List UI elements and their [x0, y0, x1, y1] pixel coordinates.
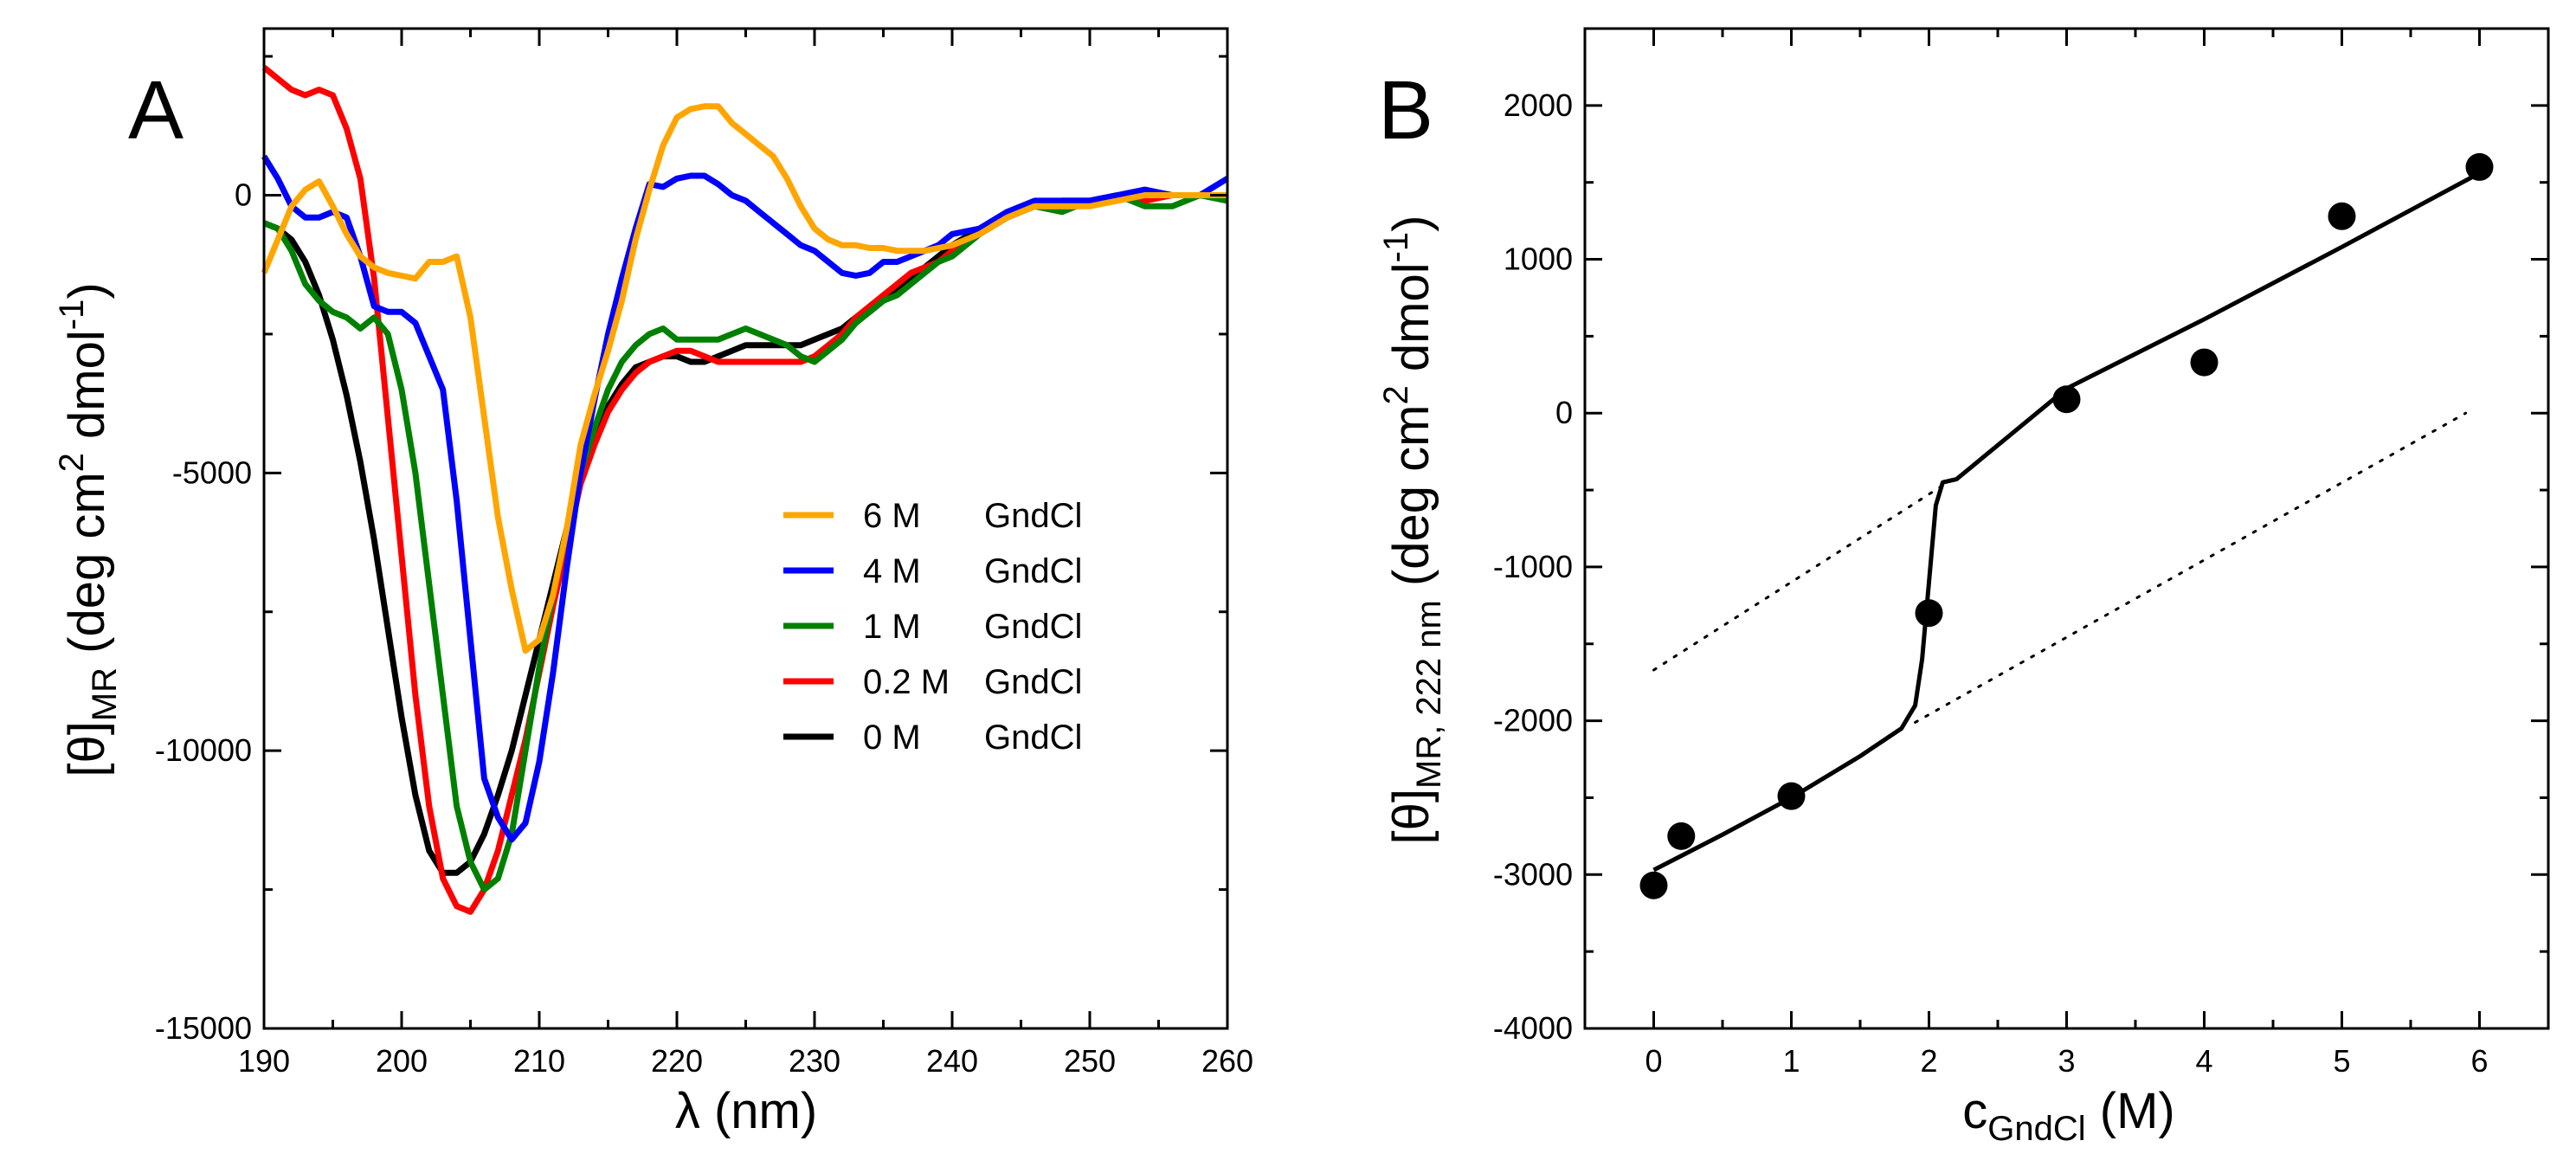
legend-concentration: 0 M — [863, 719, 921, 757]
data-point — [2328, 202, 2356, 230]
panel-a-y-tick-label: -15000 — [155, 1010, 252, 1046]
panel-b-y-label-units2: dmol — [1383, 262, 1439, 371]
data-point — [1777, 782, 1806, 810]
panel-b-y-tick-label: 2000 — [1504, 87, 1573, 123]
data-point — [2052, 385, 2081, 414]
series-line-0-2-Mgndcl — [261, 65, 1227, 915]
panel-a-ticks: 190 200 210 220 230 240 250 260 -15000 -10000 -500… — [155, 29, 1253, 1079]
panel-a-x-tick-label: 260 — [1201, 1043, 1253, 1079]
panel-b-x-tick-label: 1 — [1782, 1043, 1800, 1079]
panel-b-x-label-sub: GndCl — [1987, 1110, 2085, 1148]
panel-b-y-label-sup: 2 — [1377, 385, 1415, 404]
panel-b-x-tick-label: 3 — [2058, 1043, 2075, 1079]
panel-b-letter: B — [1378, 64, 1433, 157]
panel-b-y-label-sup2: -1 — [1377, 232, 1415, 263]
panel-b-x-tick-label: 5 — [2333, 1043, 2350, 1079]
panel-b-x-label-units: (M) — [2100, 1083, 2175, 1139]
series-line-6-Mgndcl — [261, 103, 1227, 654]
series-line-4-Mgndcl — [261, 154, 1229, 843]
legend-denaturant: GndCl — [984, 719, 1082, 757]
data-point — [1639, 871, 1668, 899]
panel-a-y-label-close: ) — [59, 282, 115, 299]
data-point — [1915, 599, 1943, 628]
legend-denaturant: GndCl — [984, 497, 1082, 535]
panel-a-frame — [262, 27, 1229, 1030]
data-point — [2190, 348, 2219, 377]
legend-concentration: 1 M — [863, 608, 921, 646]
panel-b-y-label-main: [θ] — [1383, 789, 1439, 845]
legend-denaturant: GndCl — [984, 608, 1082, 646]
panel-a-y-label-units2: dmol — [59, 330, 115, 439]
panel-b-y-tick-label: 0 — [1555, 395, 1573, 430]
panel-b-ticks: 0 1 2 3 4 5 6 -4000 -3000 -2000 -1000 0 1000 2000 — [1493, 29, 2548, 1079]
panel-b-x-label-main: c — [1962, 1083, 1987, 1139]
panel-a-y-label: [θ]MR (deg cm2 dmol-1) — [53, 282, 124, 777]
panel-a: A 190 200 210 220 230 240 250 260 -15000 -10000 -5… — [53, 27, 1253, 1139]
panel-a-y-tick-label: -10000 — [155, 732, 252, 768]
series-line-1-Mgndcl — [262, 192, 1228, 893]
panel-b-y-label: [θ]MR, 222 nm (deg cm2 dmol-1) — [1377, 216, 1448, 845]
panel-a-x-tick-label: 250 — [1064, 1043, 1116, 1079]
panel-a-y-tick-label: -5000 — [172, 454, 252, 490]
series-line-0-Mgndcl — [262, 192, 1227, 876]
panel-a-x-tick-label: 230 — [789, 1043, 840, 1079]
panel-a-y-label-units: (deg cm — [59, 472, 115, 654]
panel-b-x-tick-label: 2 — [1920, 1043, 1937, 1079]
panel-b-x-tick-label: 6 — [2470, 1043, 2488, 1079]
panel-a-x-tick-label: 190 — [238, 1043, 290, 1079]
panel-a-letter: A — [128, 64, 184, 157]
legend-concentration: 0.2 M — [863, 663, 950, 701]
panel-b-y-label-close: ) — [1383, 216, 1439, 232]
data-point — [1667, 822, 1696, 850]
panel-b-y-tick-label: -2000 — [1493, 703, 1573, 738]
panel-b: B 0 1 2 3 4 5 6 -4000 -3000 -2000 -1000 0 1000 2000 c… — [1377, 27, 2550, 1148]
panel-a-y-label-sub: MR — [86, 667, 124, 721]
panel-b-x-tick-label: 0 — [1645, 1043, 1662, 1079]
data-point — [2465, 152, 2494, 181]
legend-denaturant: GndCl — [984, 663, 1082, 701]
panel-a-x-tick-label: 240 — [926, 1043, 978, 1079]
legend-concentration: 4 M — [863, 552, 921, 590]
panel-a-legend: 6 M GndCl 4 M GndCl 1 M GndCl 0.2 M GndCl 0 M Gnd… — [783, 497, 1082, 757]
panel-a-y-label-sup2: -1 — [53, 300, 91, 331]
panel-b-plot-group — [1639, 152, 2494, 899]
legend-concentration: 6 M — [863, 497, 921, 535]
panel-a-y-label-main: [θ] — [59, 721, 115, 777]
legend-denaturant: GndCl — [984, 552, 1082, 590]
panel-b-y-tick-label: -1000 — [1493, 549, 1573, 584]
native-baseline-line — [1652, 484, 1944, 672]
panel-b-y-tick-label: 1000 — [1504, 242, 1573, 277]
panel-b-frame — [1583, 27, 2550, 1030]
panel-a-x-tick-label: 210 — [513, 1043, 565, 1079]
panel-b-y-label-units: (deg cm — [1383, 405, 1439, 587]
panel-b-y-label-sub: MR, 222 nm — [1410, 600, 1448, 789]
panel-b-y-tick-label: -4000 — [1493, 1010, 1573, 1046]
fit-curve — [1652, 171, 2481, 873]
panel-a-y-tick-label: 0 — [235, 177, 252, 213]
panel-a-y-label-sup: 2 — [53, 453, 91, 472]
panel-a-series-group — [261, 65, 1229, 915]
panel-b-x-tick-label: 4 — [2195, 1043, 2212, 1079]
panel-a-x-label: λ (nm) — [675, 1083, 817, 1139]
panel-a-x-tick-label: 200 — [376, 1043, 428, 1079]
panel-a-x-tick-label: 220 — [651, 1043, 703, 1079]
denatured-baseline-line — [1914, 411, 2468, 724]
panel-b-x-label: cGndCl (M) — [1962, 1083, 2174, 1148]
panel-b-y-tick-label: -3000 — [1493, 856, 1573, 892]
